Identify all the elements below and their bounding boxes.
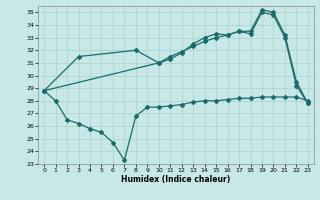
X-axis label: Humidex (Indice chaleur): Humidex (Indice chaleur) xyxy=(121,175,231,184)
